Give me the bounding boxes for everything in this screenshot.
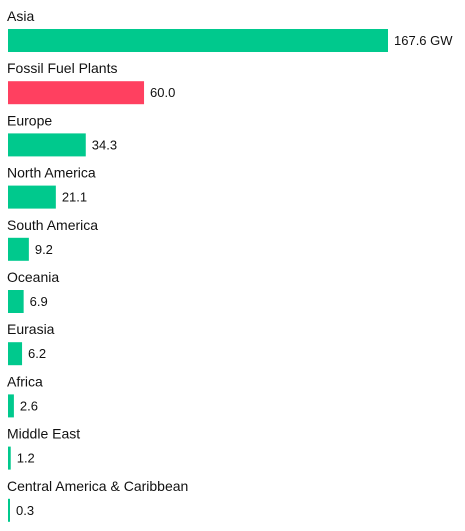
bar <box>8 81 145 105</box>
bar <box>8 237 29 261</box>
category-label: North America <box>7 165 96 181</box>
bar <box>8 185 56 209</box>
value-label: 6.9 <box>30 294 48 309</box>
value-label: 2.6 <box>20 398 38 413</box>
value-label: 21.1 <box>62 190 87 205</box>
category-label: Asia <box>7 8 34 24</box>
bar <box>8 342 23 366</box>
bar <box>8 394 14 418</box>
category-label: Oceania <box>7 269 59 285</box>
bar <box>8 29 388 52</box>
category-label: Europe <box>7 112 52 128</box>
category-label: Fossil Fuel Plants <box>7 60 117 76</box>
value-label: 6.2 <box>28 346 46 361</box>
bar <box>8 133 86 157</box>
category-label: Africa <box>7 373 43 389</box>
value-label: 167.6 GW <box>394 33 453 48</box>
category-label: Eurasia <box>7 321 55 337</box>
value-label: 9.2 <box>35 242 53 257</box>
bar <box>8 446 11 470</box>
category-label: Central America & Caribbean <box>7 478 188 494</box>
bar <box>8 498 10 522</box>
category-label: South America <box>7 217 98 233</box>
bar <box>8 290 24 313</box>
value-label: 34.3 <box>92 137 117 152</box>
category-label: Middle East <box>7 426 80 442</box>
value-label: 1.2 <box>17 451 35 466</box>
value-label: 0.3 <box>16 503 34 518</box>
value-label: 60.0 <box>150 85 175 100</box>
